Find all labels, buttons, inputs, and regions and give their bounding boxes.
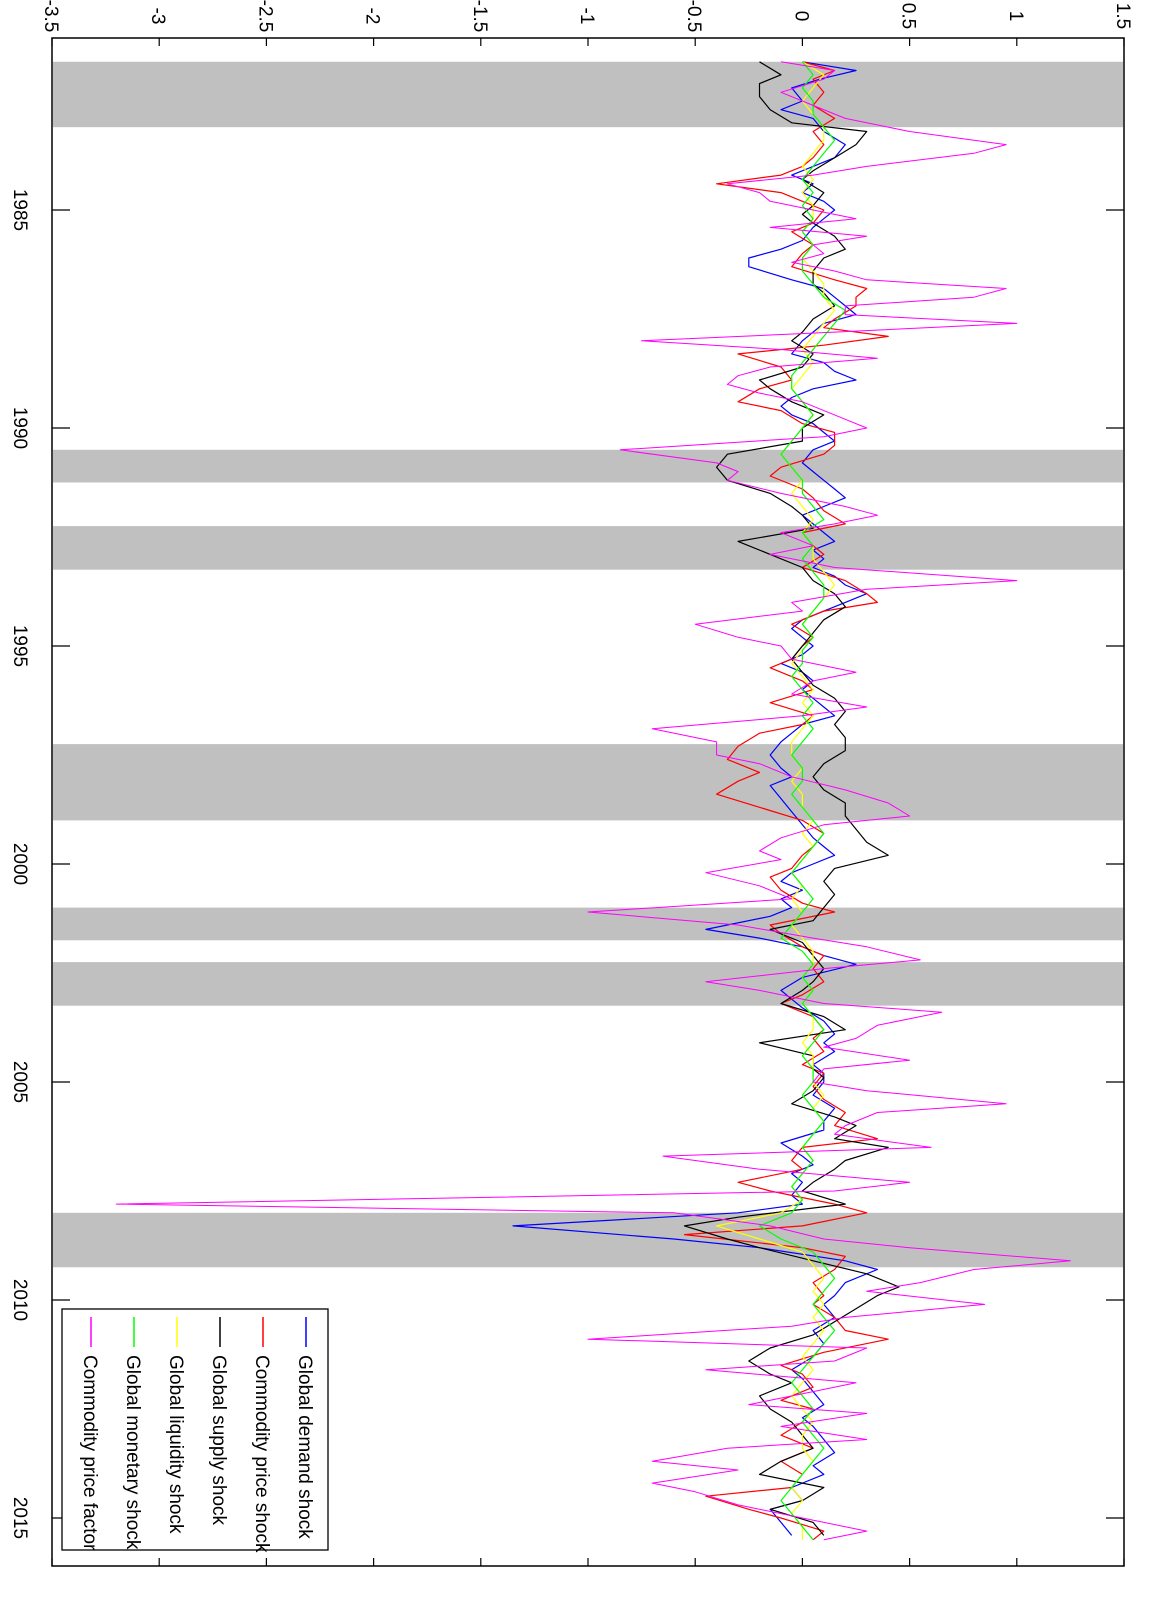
time-tick-label: 1990	[9, 407, 30, 449]
series-line-commodity-price-factor	[115, 61, 1071, 1541]
recession-band	[53, 907, 1123, 941]
legend: Global demand shock Commodity price shock…	[61, 1308, 329, 1553]
series-line-commodity-price-shock	[683, 61, 889, 1541]
legend-label: Global liquidity shock	[165, 1355, 186, 1534]
series-line-global-liquidity-shock	[715, 61, 836, 1540]
series-group	[115, 61, 1071, 1541]
series-line-global-demand-shock	[512, 61, 879, 1536]
value-tick-label: 1	[1005, 11, 1026, 22]
time-tick-label: 2010	[9, 1279, 30, 1321]
value-tick-label: -3	[147, 8, 168, 25]
time-tick-label: 2015	[9, 1497, 30, 1539]
legend-label: Commodity price factor	[79, 1355, 100, 1551]
recession-band	[53, 526, 1123, 570]
recession-band	[53, 61, 1123, 128]
value-tick-label: 0.5	[898, 3, 919, 29]
value-tick-label: -1	[576, 8, 597, 25]
value-tick-label: 0	[790, 11, 811, 22]
value-tick-label: -3.5	[40, 0, 61, 32]
legend-label: Global monetary shock	[122, 1355, 143, 1550]
value-tick-label: -0.5	[683, 0, 704, 32]
legend-label: Commodity price shock	[251, 1355, 272, 1553]
recession-band	[53, 744, 1123, 821]
legend-label: Global demand shock	[294, 1355, 315, 1539]
time-tick-label: 2000	[9, 843, 30, 885]
value-tick-label: -2.5	[254, 0, 275, 32]
time-tick-label: 2005	[9, 1061, 30, 1103]
legend-label: Global supply shock	[208, 1355, 229, 1526]
time-tick-label: 1995	[9, 625, 30, 667]
time-tick-label: 1985	[9, 189, 30, 231]
legend-box	[61, 1308, 329, 1551]
value-tick-label: -2	[362, 8, 383, 25]
axis-ticks-group: -3.5 -3 -2.5 -2 -1.5 -1 -0.5 0 0.5 1 1.5 1985 1990 19…	[9, 0, 1133, 1566]
recession-shading-group	[53, 61, 1123, 1268]
value-tick-label: 1.5	[1112, 3, 1133, 29]
series-line-global-monetary-shock	[758, 61, 846, 1541]
value-tick-label: -1.5	[469, 0, 490, 32]
recession-band	[53, 449, 1123, 483]
recession-band	[53, 962, 1123, 1006]
